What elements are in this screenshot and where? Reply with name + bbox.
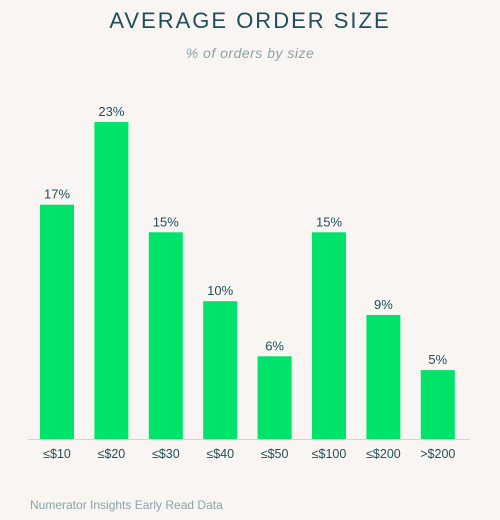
x-tick-label: ≤$50 [261, 447, 289, 461]
data-label: 5% [428, 352, 447, 367]
data-label: 15% [316, 214, 342, 229]
bar [420, 370, 455, 439]
x-tick-label: ≤$30 [152, 447, 180, 461]
data-label: 17% [44, 187, 70, 202]
chart-subtitle: % of orders by size [185, 45, 315, 61]
data-label: 6% [265, 338, 284, 353]
bar [366, 315, 401, 439]
bar [148, 232, 183, 439]
data-label: 10% [207, 283, 233, 298]
x-tick-label: >$200 [420, 447, 455, 461]
bar [40, 204, 74, 439]
x-tick-label: ≤$20 [98, 447, 126, 461]
data-label: 15% [153, 214, 179, 229]
chart-title: AVERAGE ORDER SIZE [109, 8, 391, 33]
data-label: 23% [98, 104, 124, 119]
data-label: 9% [374, 297, 393, 312]
bar [257, 356, 292, 439]
x-tick-label: ≤$100 [312, 447, 347, 461]
x-tick-label: ≤$10 [43, 447, 71, 461]
bar [94, 122, 129, 439]
x-tick-label: ≤$200 [366, 447, 401, 461]
bar-chart: 17% ≤$10 23% ≤$20 15% ≤$30 10% ≤$40 6% ≤$50 15% ≤$1… [28, 104, 470, 461]
bar [312, 232, 346, 439]
bar [203, 301, 238, 439]
source-note: Numerator Insights Early Read Data [30, 498, 223, 512]
x-tick-label: ≤$40 [206, 447, 234, 461]
